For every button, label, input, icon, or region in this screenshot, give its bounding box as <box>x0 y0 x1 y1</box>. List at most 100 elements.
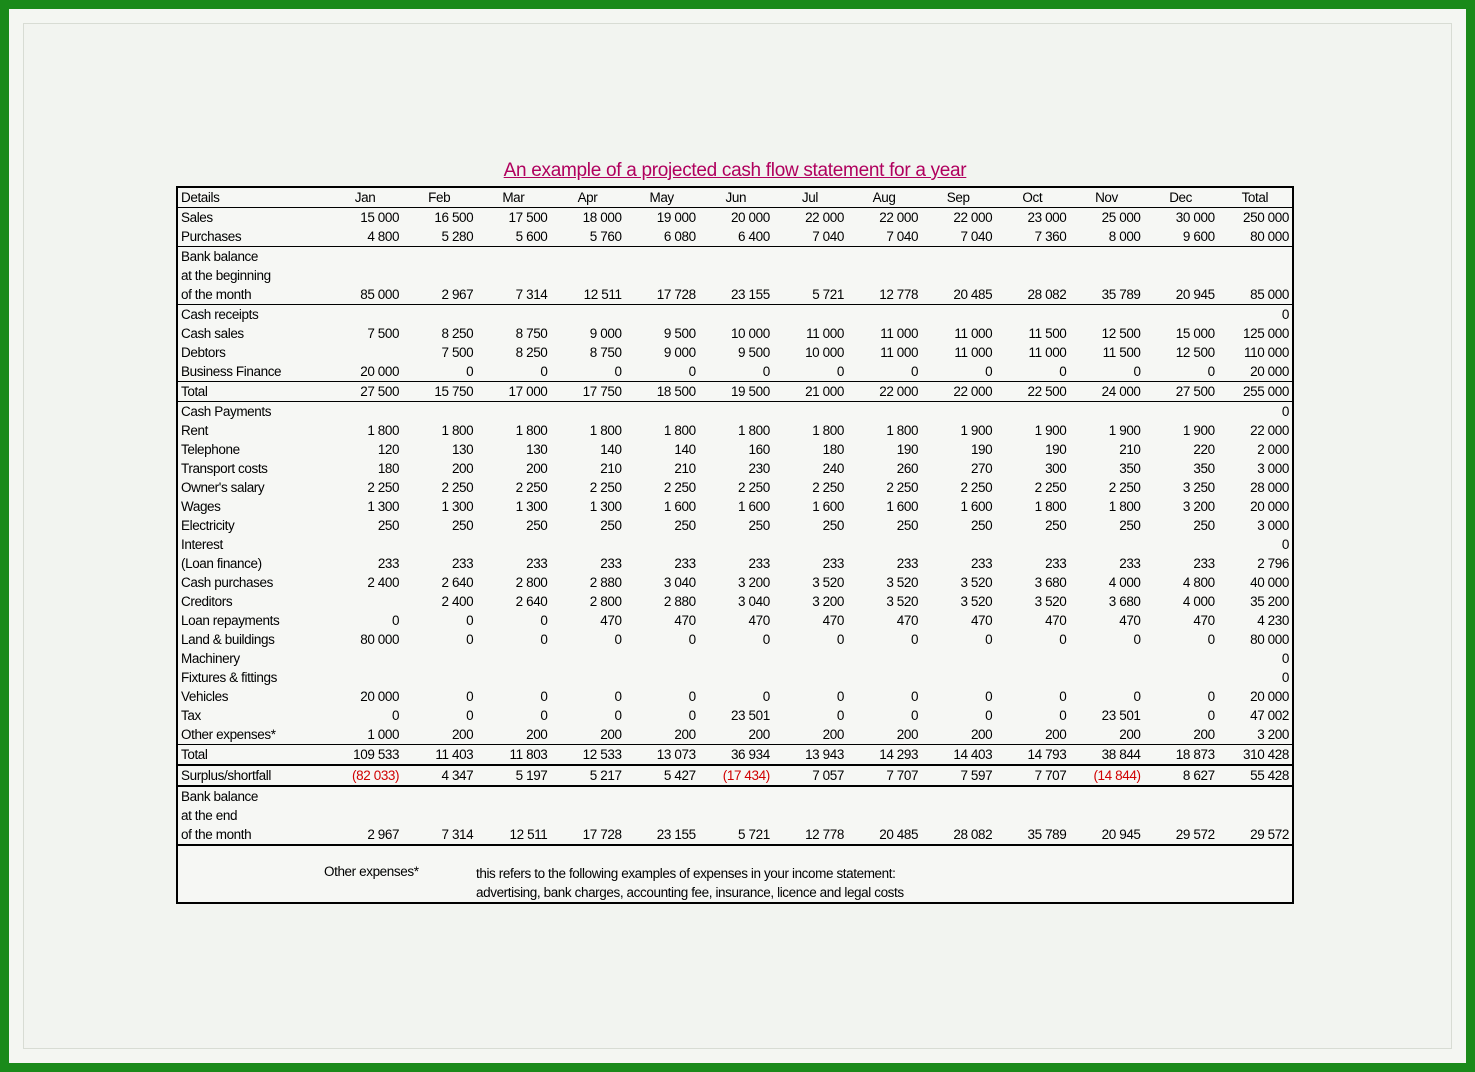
cell-value: 5 760 <box>550 227 625 247</box>
table-row: Bank balance <box>178 247 1292 267</box>
cell-value: 0 <box>540 612 548 628</box>
cell-value: 27 500 <box>328 381 403 402</box>
cell-value: 22 000 <box>805 209 844 225</box>
notes-section: Other expenses* this refers to the follo… <box>178 844 1292 902</box>
cell-value: 0 <box>985 707 993 723</box>
cell-value: 250 <box>377 517 400 533</box>
cell-value: 22 500 <box>995 381 1070 402</box>
cell-value: 230 <box>748 460 771 476</box>
cell-value: 200 <box>772 725 847 745</box>
cell-value: 14 293 <box>846 744 922 766</box>
cell-value: 5 280 <box>402 227 477 247</box>
cell-value: 20 000 <box>1250 688 1289 704</box>
cell-value: 12 500 <box>1101 325 1141 341</box>
table-row: Tax 0 0 0 0 0 23 501 0 0 0 0 23 501 0 47 002 <box>178 706 1292 725</box>
cell-value: 18 000 <box>582 209 622 225</box>
cell-value <box>773 305 847 325</box>
cell-value <box>847 266 921 285</box>
cell-value: 9 000 <box>663 344 696 360</box>
cell-value: 80 000 <box>1250 631 1289 647</box>
cell-value <box>1144 806 1218 825</box>
table-row: at the end <box>178 806 1292 825</box>
cell-value: 233 <box>377 555 400 571</box>
cell-value: 470 <box>896 612 919 628</box>
cell-value: 47 002 <box>1250 707 1289 723</box>
cell-value: 12 500 <box>1175 344 1215 360</box>
cell-value: 8 627 <box>1143 765 1218 787</box>
cell-value: 0 <box>1281 403 1290 419</box>
cell-value: 310 428 <box>1217 744 1292 766</box>
cell-value <box>995 266 1069 285</box>
cell-value: 2 800 <box>589 593 622 609</box>
cell-value: 3 250 <box>1182 479 1215 495</box>
cell-value: 233 <box>1193 555 1215 571</box>
cell-value: 7 040 <box>921 227 996 247</box>
cell-value: 10 000 <box>805 344 844 360</box>
cell-value: 1 600 <box>812 498 844 514</box>
table-row: Telephone 120 130 130 140 140 160 180 190 190 190 2… <box>178 440 1292 459</box>
cell-value: 125 000 <box>1243 325 1289 341</box>
cell-value: 0 <box>698 362 773 382</box>
cell-value <box>476 668 550 687</box>
cell-value: 0 <box>911 707 919 723</box>
note-line-1: this refers to the following examples of… <box>476 866 896 881</box>
cell-value: 0 <box>614 688 622 704</box>
cell-value: 0 <box>1059 631 1067 647</box>
table-row: Rent 1 800 1 800 1 800 1 800 1 800 1 800 1 800 1… <box>178 421 1292 440</box>
cell-value <box>1069 247 1143 267</box>
cell-value <box>1144 247 1218 267</box>
cell-value <box>550 535 624 554</box>
cell-value: 2 250 <box>738 479 770 495</box>
cell-value: 3 000 <box>1257 517 1289 533</box>
cell-value: 140 <box>674 441 696 457</box>
cell-value: 200 <box>402 725 477 745</box>
cell-value: 2 000 <box>1257 441 1289 457</box>
cell-value: 200 <box>1069 725 1144 745</box>
cell-value: 300 <box>1045 460 1067 476</box>
cell-value <box>328 592 402 611</box>
cell-value <box>995 402 1069 422</box>
cell-value: 1 800 <box>441 422 474 438</box>
cell-value <box>699 668 773 687</box>
cell-value: 0 <box>402 362 477 382</box>
cell-value: 28 000 <box>1250 479 1289 495</box>
cell-value: 3 200 <box>812 593 844 609</box>
cell-value <box>773 649 847 668</box>
cell-value <box>773 786 847 806</box>
row-label: Debtors <box>181 344 226 360</box>
cell-value <box>550 305 624 325</box>
cell-value: 0 <box>614 631 622 647</box>
row-label: Fixtures & fittings <box>181 669 277 685</box>
cell-value: 30 000 <box>1175 209 1215 225</box>
cell-value: 0 <box>688 707 697 723</box>
cell-value: 3 200 <box>1217 725 1292 745</box>
cell-value: 233 <box>451 555 474 571</box>
table-row: Purchases 4 800 5 280 5 600 5 760 6 080 6 400 7… <box>178 227 1292 247</box>
cell-value: 3 200 <box>1182 498 1215 514</box>
cell-value: 233 <box>970 555 993 571</box>
cell-value: 5 600 <box>476 227 551 247</box>
cell-value: 8 750 <box>589 344 622 360</box>
cell-value: 2 250 <box>1108 479 1141 495</box>
cell-value <box>773 402 847 422</box>
cell-value <box>402 247 476 267</box>
cell-value: 4 347 <box>402 765 477 787</box>
row-label: of the month <box>178 285 328 305</box>
cell-value: 0 <box>540 688 548 704</box>
cell-value <box>995 806 1069 825</box>
cell-value: 233 <box>896 555 919 571</box>
cell-value: 250 <box>600 517 622 533</box>
cell-value <box>847 305 921 325</box>
row-label: Loan repayments <box>181 612 280 628</box>
cell-value: 5 217 <box>550 765 625 787</box>
row-label: Surplus/shortfall <box>178 765 328 787</box>
cell-value: 470 <box>1193 612 1215 628</box>
cell-value: 200 <box>698 725 773 745</box>
cell-value: 12 511 <box>550 285 625 305</box>
row-label: Machinery <box>181 650 240 666</box>
cell-value: 27 500 <box>1143 381 1218 402</box>
cell-value: 20 485 <box>921 285 996 305</box>
cell-value <box>1069 806 1143 825</box>
cell-value <box>699 806 773 825</box>
cell-value: 13 073 <box>624 744 699 766</box>
